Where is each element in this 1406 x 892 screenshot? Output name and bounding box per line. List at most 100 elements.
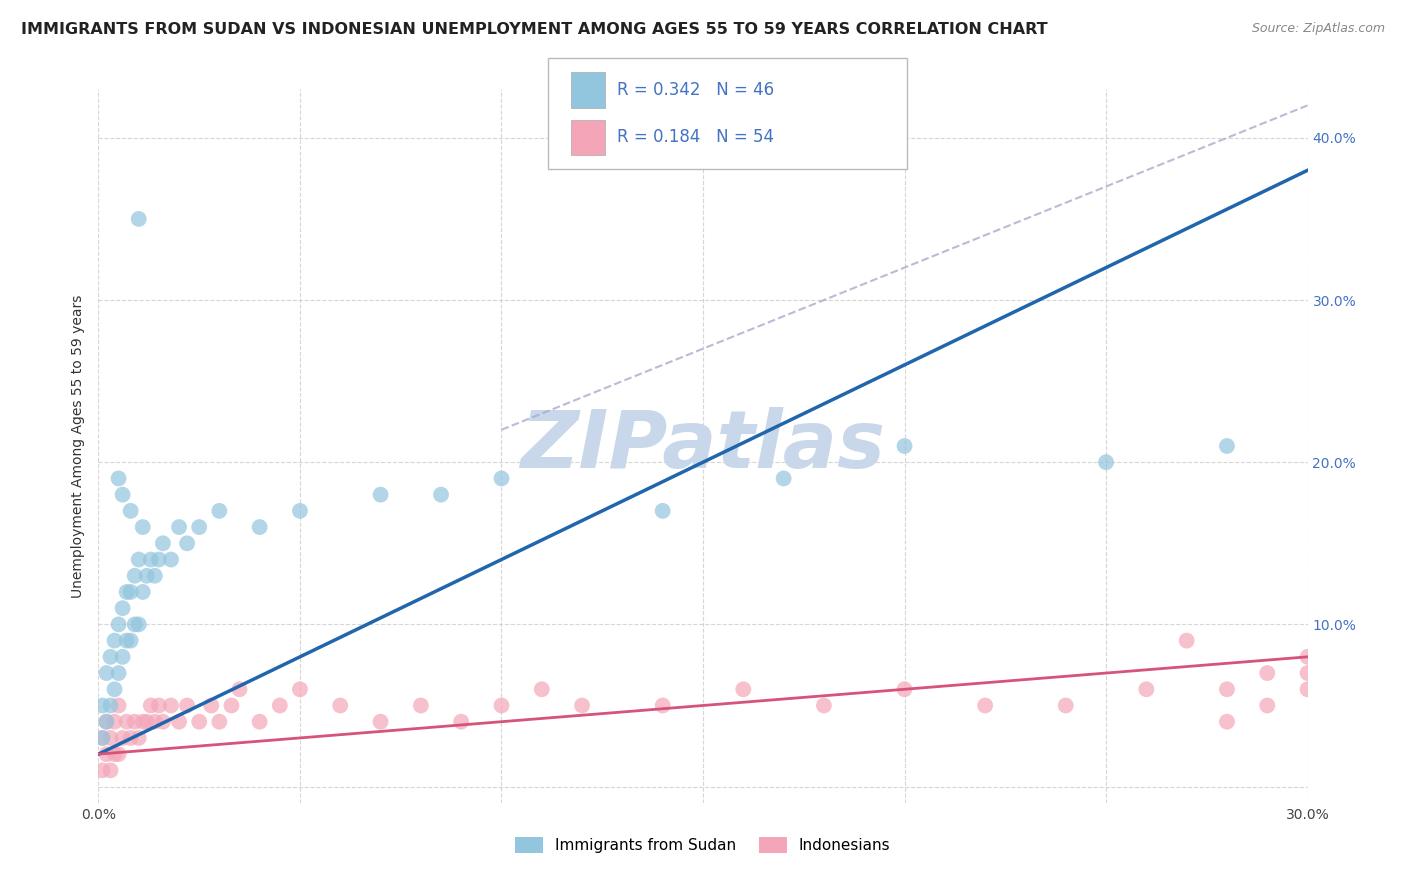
Point: [188, 520, 211, 534]
Point: [772, 471, 794, 485]
Point: [1135, 682, 1157, 697]
Point: [208, 714, 231, 729]
Text: R = 0.184   N = 54: R = 0.184 N = 54: [617, 128, 775, 146]
Point: [135, 714, 157, 729]
Point: [120, 731, 142, 745]
Point: [107, 471, 129, 485]
Point: [96, 747, 118, 761]
Point: [148, 552, 170, 566]
Point: [1256, 698, 1278, 713]
Point: [160, 552, 183, 566]
Point: [91, 731, 114, 745]
Point: [139, 698, 162, 713]
Point: [1296, 666, 1319, 681]
Point: [107, 698, 129, 713]
Point: [100, 731, 122, 745]
Point: [128, 552, 150, 566]
Point: [176, 536, 198, 550]
Point: [91, 731, 114, 745]
Point: [100, 698, 122, 713]
Point: [813, 698, 835, 713]
Text: IMMIGRANTS FROM SUDAN VS INDONESIAN UNEMPLOYMENT AMONG AGES 55 TO 59 YEARS CORRE: IMMIGRANTS FROM SUDAN VS INDONESIAN UNEM…: [21, 22, 1047, 37]
Point: [115, 714, 138, 729]
Point: [188, 714, 211, 729]
Point: [100, 764, 122, 778]
Point: [288, 682, 311, 697]
Point: [974, 698, 997, 713]
Point: [115, 633, 138, 648]
Point: [132, 585, 155, 599]
Point: [1216, 439, 1239, 453]
Point: [893, 682, 915, 697]
Point: [91, 764, 114, 778]
Point: [96, 714, 118, 729]
Point: [1095, 455, 1118, 469]
Point: [167, 714, 190, 729]
Point: [120, 585, 142, 599]
Point: [288, 504, 311, 518]
Point: [208, 504, 231, 518]
Point: [152, 714, 174, 729]
Point: [167, 520, 190, 534]
Point: [1216, 682, 1239, 697]
Point: [491, 698, 513, 713]
Point: [103, 633, 125, 648]
Point: [128, 617, 150, 632]
Point: [103, 682, 125, 697]
Point: [139, 552, 162, 566]
Point: [143, 568, 166, 582]
Point: [135, 568, 157, 582]
Point: [107, 617, 129, 632]
Point: [200, 698, 222, 713]
Point: [1296, 649, 1319, 664]
Point: [571, 698, 593, 713]
Point: [115, 585, 138, 599]
Point: [430, 488, 453, 502]
Point: [111, 731, 134, 745]
Text: R = 0.342   N = 46: R = 0.342 N = 46: [617, 81, 775, 99]
Point: [176, 698, 198, 713]
Point: [91, 698, 114, 713]
Point: [409, 698, 432, 713]
Point: [120, 504, 142, 518]
Y-axis label: Unemployment Among Ages 55 to 59 years: Unemployment Among Ages 55 to 59 years: [72, 294, 86, 598]
Point: [103, 714, 125, 729]
Point: [124, 568, 146, 582]
Point: [733, 682, 755, 697]
Point: [893, 439, 915, 453]
Point: [1296, 682, 1319, 697]
Point: [111, 601, 134, 615]
Point: [491, 471, 513, 485]
Text: ZIPatlas: ZIPatlas: [520, 407, 886, 485]
Point: [107, 747, 129, 761]
Point: [120, 633, 142, 648]
Point: [107, 666, 129, 681]
Point: [111, 488, 134, 502]
Point: [132, 520, 155, 534]
Point: [1256, 666, 1278, 681]
Point: [124, 617, 146, 632]
Point: [450, 714, 472, 729]
Text: Source: ZipAtlas.com: Source: ZipAtlas.com: [1251, 22, 1385, 36]
Point: [96, 666, 118, 681]
Point: [160, 698, 183, 713]
Point: [1054, 698, 1077, 713]
Point: [651, 504, 673, 518]
Point: [148, 698, 170, 713]
Point: [96, 714, 118, 729]
Point: [103, 747, 125, 761]
Point: [651, 698, 673, 713]
Point: [132, 714, 155, 729]
Point: [221, 698, 243, 713]
Point: [329, 698, 352, 713]
Point: [269, 698, 291, 713]
Point: [228, 682, 250, 697]
Legend: Immigrants from Sudan, Indonesians: Immigrants from Sudan, Indonesians: [509, 831, 897, 859]
Point: [249, 520, 271, 534]
Point: [1216, 714, 1239, 729]
Point: [249, 714, 271, 729]
Point: [128, 731, 150, 745]
Point: [370, 714, 392, 729]
Point: [143, 714, 166, 729]
Point: [124, 714, 146, 729]
